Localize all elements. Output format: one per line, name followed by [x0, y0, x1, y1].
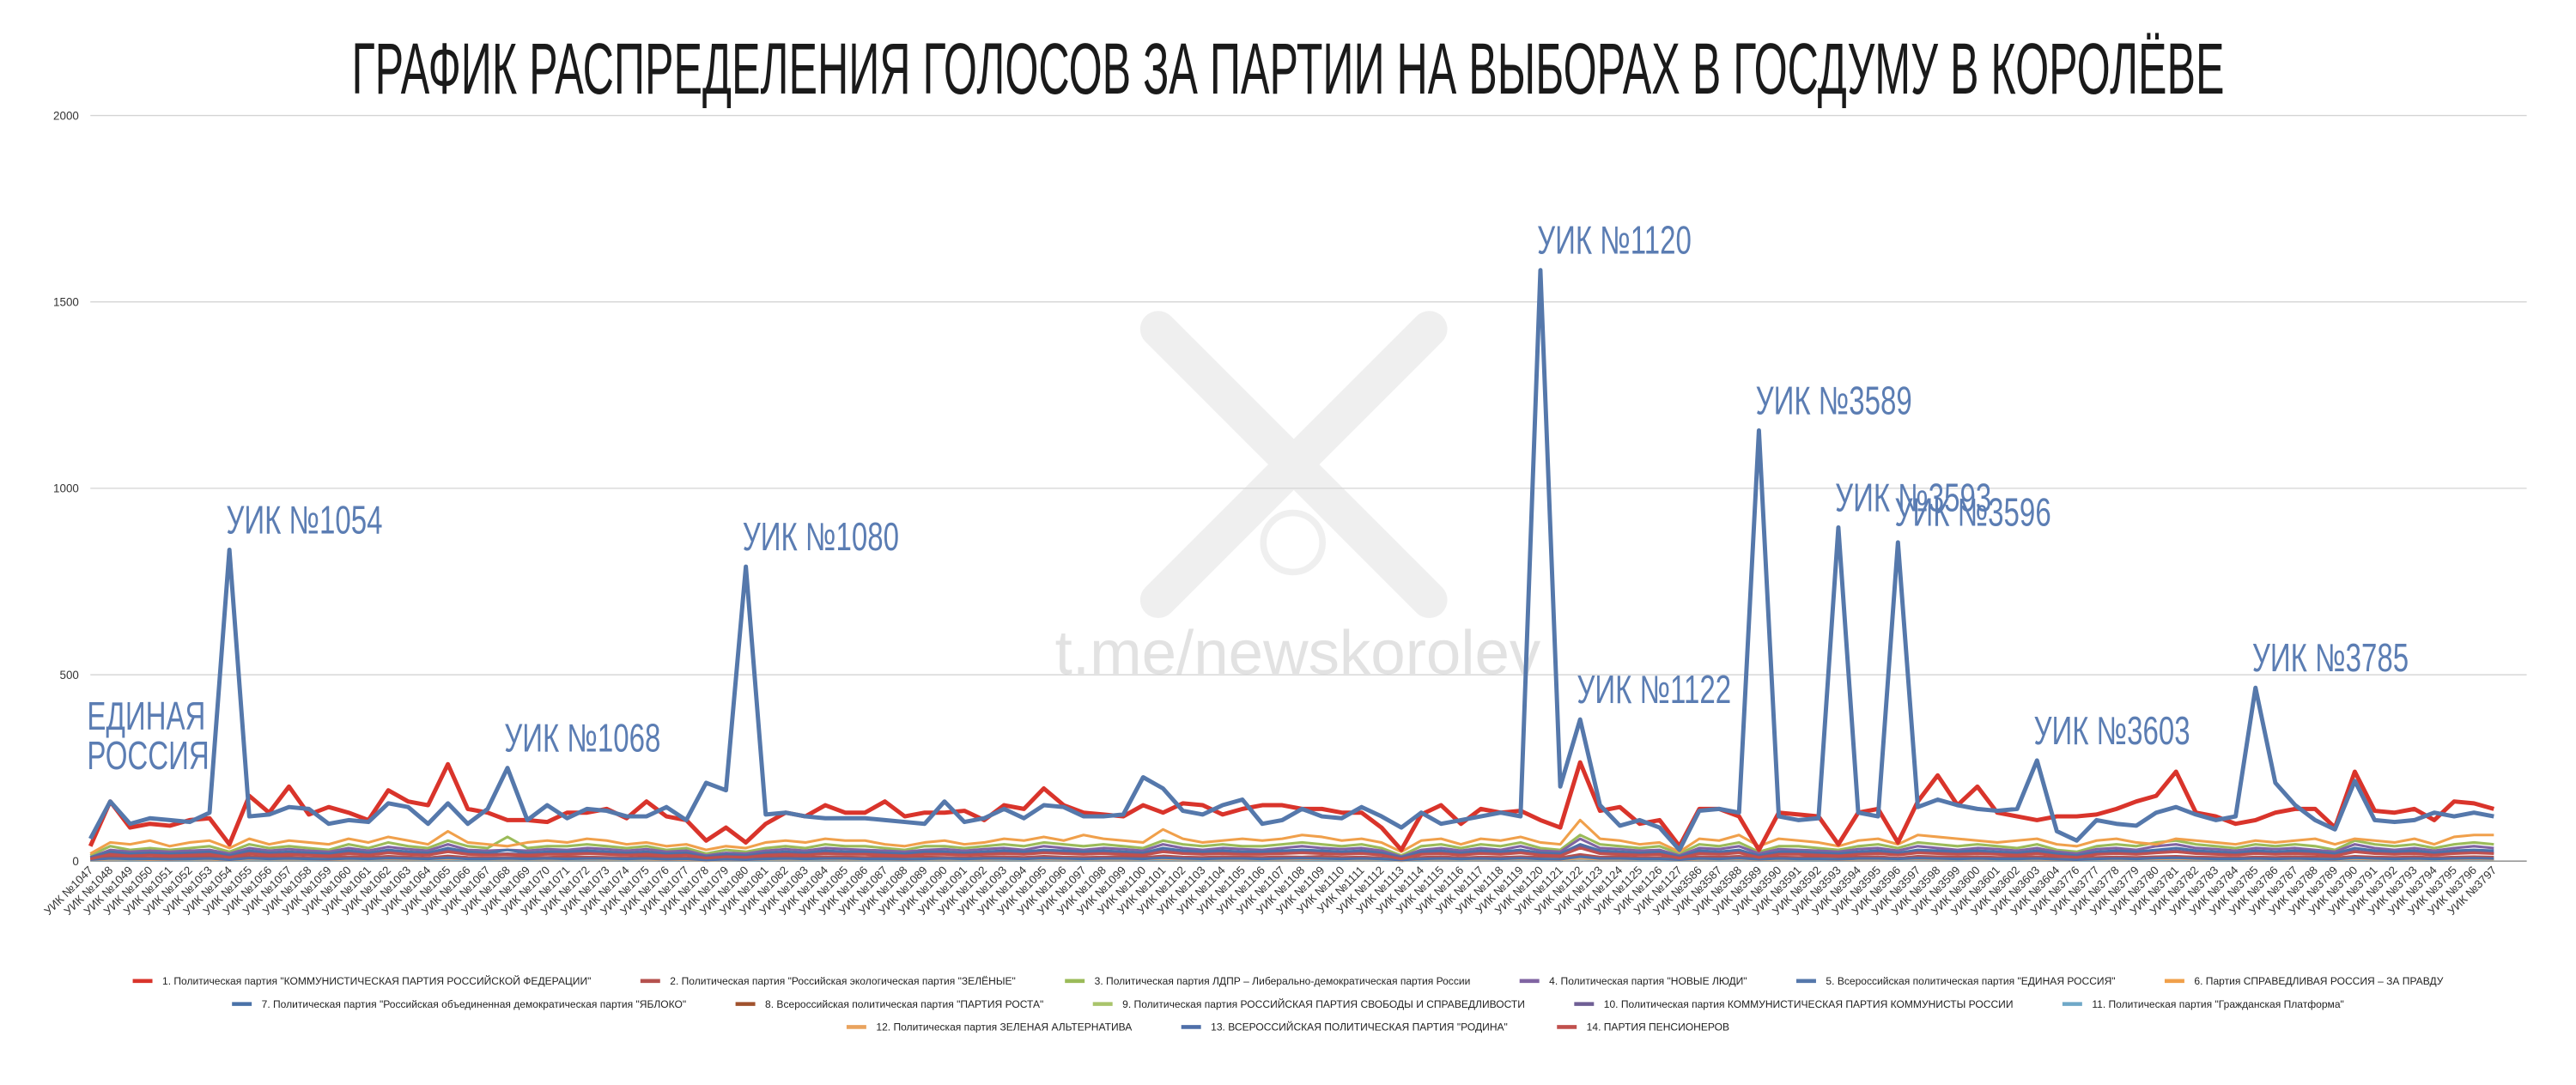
- legend-item: 12. Политическая партия ЗЕЛЕНАЯ АЛЬТЕРНА…: [846, 1021, 1133, 1033]
- y-tick-label: 500: [60, 669, 79, 682]
- legend-item: 14. ПАРТИЯ ПЕНСИОНЕРОВ: [1557, 1021, 1729, 1033]
- legend-item: 5. Всероссийская политическая партия "ЕД…: [1795, 975, 2116, 987]
- legend-item: 6. Партия СПРАВЕДЛИВАЯ РОССИЯ – ЗА ПРАВД…: [2164, 975, 2444, 987]
- annotation: УИК №1120: [1537, 219, 1692, 262]
- legend-label: 10. Политическая партия КОММУНИСТИЧЕСКАЯ…: [1604, 998, 2014, 1010]
- party-label: РОССИЯ: [87, 735, 209, 778]
- legend-label: 2. Политическая партия "Российская эколо…: [670, 975, 1016, 987]
- series-line: [88, 268, 2494, 852]
- annotation-group: УИК №3603: [2033, 710, 2190, 753]
- party-label: ЕДИНАЯ: [87, 695, 205, 738]
- annotation: УИК №1054: [226, 499, 382, 542]
- annotation: УИК №3593: [1835, 476, 1991, 519]
- legend-label: 12. Политическая партия ЗЕЛЕНАЯ АЛЬТЕРНА…: [876, 1021, 1133, 1033]
- annotation-group: УИК №1054: [226, 499, 382, 542]
- legend-item: 1. Политическая партия "КОММУНИСТИЧЕСКАЯ…: [132, 974, 591, 987]
- series-line: [89, 837, 2494, 859]
- legend-label: 14. ПАРТИЯ ПЕНСИОНЕРОВ: [1587, 1021, 1729, 1033]
- annotation-group: УИК №3593: [1835, 476, 1991, 519]
- legend-label: 5. Всероссийская политическая партия "ЕД…: [1826, 975, 2115, 987]
- legend-item: 2. Политическая партия "Российская эколо…: [640, 975, 1016, 987]
- annotation: УИК №1080: [743, 516, 899, 559]
- legend-item: 4. Политическая партия "НОВЫЕ ЛЮДИ": [1519, 975, 1747, 987]
- series-line: [89, 843, 2494, 859]
- series-line: [88, 760, 2495, 852]
- annotation: УИК №1068: [504, 717, 660, 760]
- series-line: [89, 833, 2494, 858]
- annotation: УИК №3785: [2252, 637, 2409, 680]
- legend-item: 13. ВСЕРОССИЙСКАЯ ПОЛИТИЧЕСКАЯ ПАРТИЯ "Р…: [1181, 1021, 1508, 1033]
- annotation-group: УИК №1068: [504, 717, 660, 760]
- legend-item: 9. Политическая партия РОССИЙСКАЯ ПАРТИЯ…: [1092, 997, 1525, 1010]
- y-tick-label: 0: [72, 855, 78, 868]
- legend-label: 13. ВСЕРОССИЙСКАЯ ПОЛИТИЧЕСКАЯ ПАРТИЯ "Р…: [1211, 1021, 1508, 1033]
- legend-label: 11. Политическая партия "Гражданская Пла…: [2092, 998, 2343, 1010]
- legend-item: 10. Политическая партия КОММУНИСТИЧЕСКАЯ…: [1574, 998, 2013, 1010]
- annotation-group: УИК №1080: [743, 516, 899, 559]
- legend-label: 3. Политическая партия ЛДПР – Либерально…: [1095, 975, 1471, 987]
- legend-label: 4. Политическая партия "НОВЫЕ ЛЮДИ": [1549, 975, 1747, 987]
- annotation-group: УИК №3785: [2252, 637, 2409, 680]
- y-tick-label: 1500: [53, 295, 79, 308]
- annotation-group: УИК №1122: [1577, 669, 1731, 712]
- y-tick-label: 2000: [53, 109, 79, 122]
- annotation-group: УИК №3589: [1756, 379, 1912, 422]
- series-line: [89, 818, 2494, 855]
- party-label-group: ЕДИНАЯ: [87, 695, 205, 738]
- annotation: УИК №1122: [1577, 669, 1731, 712]
- legend-item: 7. Политическая партия "Российская объед…: [232, 998, 686, 1010]
- legend-item: 3. Политическая партия ЛДПР – Либерально…: [1065, 975, 1470, 987]
- annotation-group: УИК №3596: [1895, 492, 2051, 535]
- annotation-group: УИК №1120: [1537, 219, 1692, 262]
- legend-label: 1. Политическая партия "КОММУНИСТИЧЕСКАЯ…: [162, 974, 591, 987]
- watermark: t.me/newskorolev: [1055, 618, 1541, 688]
- series-line: [89, 846, 2494, 861]
- legend-label: 8. Всероссийская политическая партия "ПА…: [765, 998, 1043, 1010]
- legend-label: 7. Политическая партия "Российская объед…: [262, 998, 687, 1010]
- annotation: УИК №3596: [1895, 492, 2051, 535]
- annotation: УИК №3603: [2033, 710, 2190, 753]
- legend-item: 8. Всероссийская политическая партия "ПА…: [735, 998, 1043, 1010]
- legend-item: 11. Политическая партия "Гражданская Пла…: [2062, 998, 2344, 1010]
- legend-label: 9. Политическая партия РОССИЙСКАЯ ПАРТИЯ…: [1122, 997, 1525, 1010]
- annotation: УИК №3589: [1756, 379, 1912, 422]
- party-label-group: РОССИЯ: [87, 735, 209, 778]
- watermark-emblem: [1139, 311, 1448, 619]
- chart-title: ГРАФИК РАСПРЕДЕЛЕНИЯ ГОЛОСОВ ЗА ПАРТИИ Н…: [351, 28, 2224, 109]
- y-tick-label: 1000: [53, 482, 79, 495]
- legend-label: 6. Партия СПРАВЕДЛИВАЯ РОССИЯ – ЗА ПРАВД…: [2194, 975, 2443, 987]
- series-line: [90, 855, 2494, 862]
